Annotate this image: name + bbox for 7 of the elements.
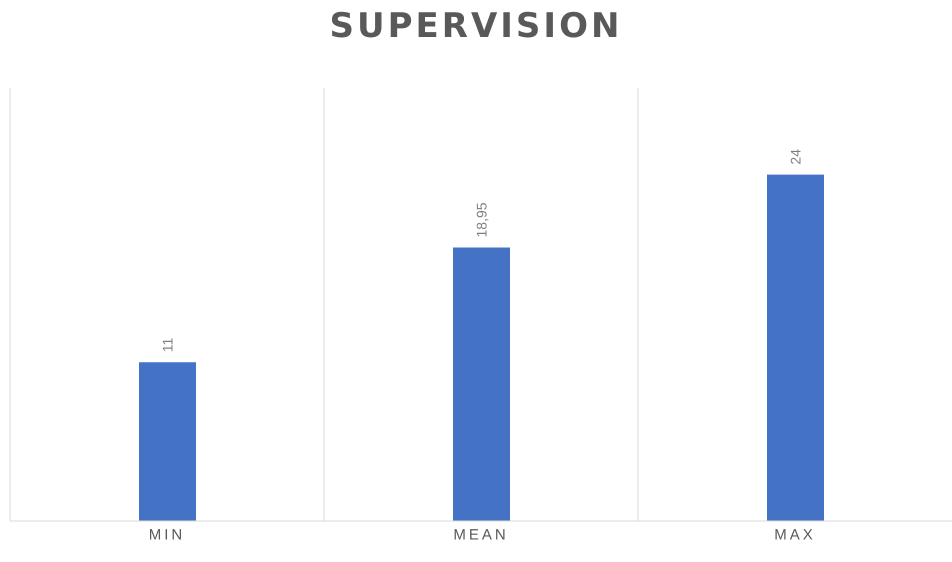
data-label: 24	[788, 148, 804, 165]
chart-title: SUPERVISION	[328, 6, 624, 46]
data-label: 11	[160, 337, 176, 352]
x-tick-label: MAX	[774, 526, 816, 544]
data-label: 18,95	[474, 202, 490, 238]
x-tick-label: MIN	[148, 526, 186, 544]
x-tick-label: MEAN	[453, 526, 509, 544]
